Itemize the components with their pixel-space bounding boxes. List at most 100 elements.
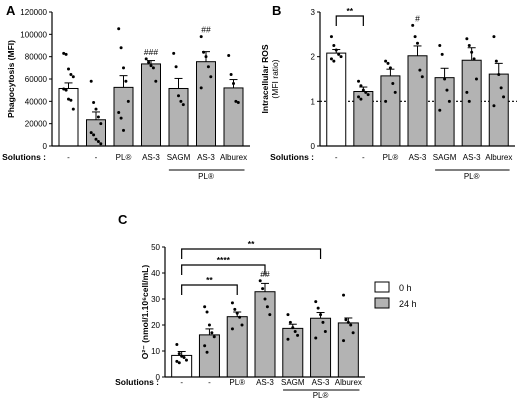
category-label: AS-3	[256, 378, 274, 387]
group-label: PL®	[464, 172, 480, 181]
data-point	[502, 95, 506, 99]
data-point	[344, 318, 348, 322]
y-tick-label: 20000	[25, 120, 48, 129]
data-point	[465, 37, 469, 41]
legend-swatch-24h	[374, 297, 390, 309]
data-point	[321, 320, 325, 324]
data-point	[147, 60, 151, 64]
bar	[171, 354, 193, 378]
data-point	[447, 99, 451, 103]
y-tick-label: 0	[156, 373, 161, 382]
data-point	[332, 44, 336, 47]
data-point	[445, 88, 449, 92]
panel-label: C	[118, 212, 128, 227]
bar	[310, 317, 332, 378]
data-point	[64, 52, 68, 56]
significance-label: ##	[201, 25, 211, 35]
data-point	[117, 111, 121, 114]
bar	[113, 86, 134, 147]
data-point	[296, 333, 300, 337]
y-tick-label: 50	[151, 243, 160, 252]
data-point	[366, 93, 370, 97]
bar	[254, 291, 276, 378]
y-tick-label: 100000	[20, 30, 47, 39]
data-point	[122, 66, 125, 70]
data-point	[268, 313, 272, 317]
data-point	[332, 59, 336, 63]
bar	[198, 334, 220, 378]
data-point	[465, 90, 469, 94]
data-point	[258, 279, 262, 283]
data-point	[67, 97, 70, 101]
y-tick-label: 1	[311, 97, 316, 106]
category-label: AS-3	[312, 378, 330, 387]
x-axis-title: Solutions :	[2, 152, 46, 162]
data-point	[440, 52, 444, 56]
data-point	[203, 305, 207, 309]
bar	[337, 322, 359, 378]
data-point	[339, 55, 343, 59]
category-label: -	[335, 153, 338, 162]
data-point	[364, 90, 368, 94]
data-point	[416, 41, 419, 45]
y-tick-label: 3	[311, 8, 316, 17]
x-axis-title: Solutions :	[115, 377, 159, 387]
category-label: AS-3	[142, 153, 160, 162]
group-label: PL®	[198, 172, 214, 181]
data-point	[207, 323, 211, 327]
data-point	[179, 99, 183, 103]
data-point	[69, 73, 73, 77]
category-label: -	[180, 378, 183, 387]
category-label: -	[67, 153, 70, 162]
data-point	[492, 35, 496, 39]
data-point	[202, 50, 206, 54]
data-point	[117, 27, 121, 31]
data-point	[497, 73, 501, 77]
data-point	[470, 50, 474, 54]
data-point	[329, 35, 333, 39]
bar	[58, 87, 79, 147]
significance-label: ****	[217, 255, 231, 265]
y-axis-title: Intracellular ROS	[260, 44, 270, 113]
category-label: SAGM	[281, 378, 305, 387]
data-point	[99, 142, 103, 146]
data-point	[62, 87, 66, 91]
data-point	[314, 336, 318, 340]
category-label: -	[95, 153, 98, 162]
data-point	[177, 361, 181, 365]
data-point	[342, 339, 346, 343]
category-label: AS-3	[197, 153, 215, 162]
legend-swatch-0h	[374, 281, 390, 293]
significance-bracket	[181, 264, 266, 275]
y-axis-title: O²⁻ (nmol/1.10⁶cell/mL)	[140, 265, 150, 360]
data-point	[67, 67, 70, 71]
data-point	[94, 137, 98, 141]
data-point	[180, 354, 184, 358]
panel-c: C O²⁻ (nmol/1.10⁶cell/mL) 0 10 20 30 40 50 Solut…	[115, 212, 416, 400]
data-point	[357, 79, 361, 83]
data-point	[177, 352, 181, 356]
data-point	[342, 293, 346, 297]
data-point	[443, 77, 447, 81]
bar	[223, 87, 244, 147]
data-point	[227, 54, 231, 58]
data-point	[386, 61, 390, 65]
data-point	[234, 99, 238, 103]
data-point	[337, 52, 341, 56]
data-point	[494, 59, 498, 63]
y-tick-label: 2	[311, 53, 316, 62]
data-point	[413, 35, 417, 39]
y-tick-label: 80000	[25, 53, 48, 62]
x-axis-title: Solutions :	[270, 152, 314, 162]
data-point	[96, 115, 100, 119]
data-point	[291, 326, 295, 330]
data-point	[384, 59, 388, 63]
legend-label: 0 h	[399, 283, 412, 293]
data-point	[229, 73, 233, 77]
category-label: -	[362, 153, 365, 162]
data-point	[474, 77, 478, 81]
significance-bracket	[181, 248, 322, 259]
data-point	[418, 68, 422, 72]
data-point	[62, 51, 66, 55]
data-point	[286, 313, 290, 317]
